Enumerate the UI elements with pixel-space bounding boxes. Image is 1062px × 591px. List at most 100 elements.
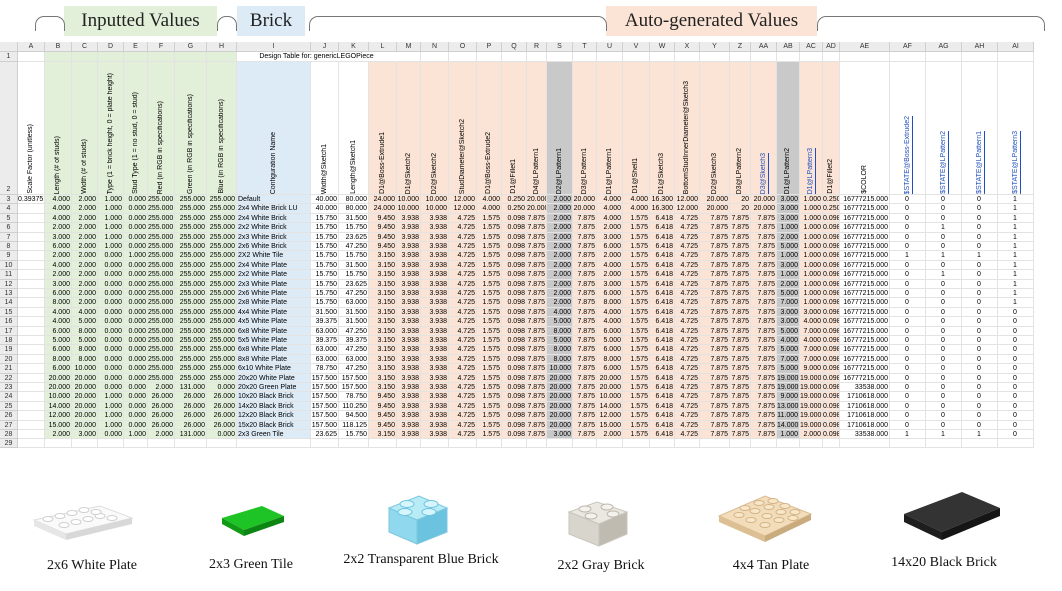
table-cell[interactable]: 0.000 <box>124 364 148 374</box>
table-cell[interactable]: 1.575 <box>477 213 502 224</box>
table-cell[interactable]: 3.938 <box>421 213 449 224</box>
table-cell[interactable]: 7.875 <box>700 289 730 299</box>
column-header-m[interactable]: M <box>397 42 421 52</box>
table-cell[interactable]: 0 <box>890 345 926 355</box>
table-cell[interactable]: 4.725 <box>449 336 477 346</box>
table-cell[interactable]: 8.000 <box>597 354 623 365</box>
table-cell[interactable]: 20.000 <box>72 373 98 383</box>
table-cell[interactable]: 0 <box>962 420 998 430</box>
row-header-20[interactable]: 20 <box>0 354 18 365</box>
table-cell[interactable]: 255.000 <box>207 289 237 299</box>
table-cell[interactable]: 1.000 <box>800 270 823 280</box>
table-cell[interactable]: 1.000 <box>800 289 823 299</box>
table-cell[interactable]: 2.000 <box>72 213 98 224</box>
table-cell[interactable]: 0.098 <box>502 317 527 327</box>
table-cell[interactable]: 16777215.000 <box>840 260 890 271</box>
table-cell[interactable]: 3.938 <box>421 411 449 421</box>
table-cell[interactable]: 0.000 <box>124 411 148 421</box>
table-cell[interactable]: 15.750 <box>311 251 339 261</box>
table-cell[interactable]: 7.875 <box>527 326 547 336</box>
config-name-cell[interactable]: 2x3 Green Tile <box>237 430 311 440</box>
table-cell[interactable]: 255.000 <box>207 213 237 224</box>
table-cell[interactable]: 4.725 <box>675 411 700 421</box>
table-cell[interactable]: 0 <box>962 354 998 365</box>
table-cell[interactable]: 1.000 <box>98 232 124 242</box>
table-cell[interactable]: 1.575 <box>477 326 502 336</box>
table-cell[interactable]: 3.150 <box>369 326 397 336</box>
table-cell[interactable]: 7.875 <box>700 430 730 440</box>
param-header-l[interactable]: D1@Boss-Extrude1 <box>369 62 397 195</box>
table-cell[interactable]: 6.000 <box>45 242 72 252</box>
table-cell[interactable]: 19.000 <box>800 420 823 430</box>
column-header-af[interactable]: AF <box>890 42 926 52</box>
table-cell[interactable]: 10.000 <box>45 392 72 402</box>
cell-r1[interactable] <box>650 52 675 62</box>
table-cell[interactable]: 0.098 <box>823 383 840 393</box>
table-cell[interactable]: 7.875 <box>527 260 547 271</box>
table-cell[interactable]: 4.725 <box>449 279 477 289</box>
table-cell[interactable]: 6.000 <box>45 326 72 336</box>
column-header-a[interactable]: A <box>18 42 45 52</box>
table-cell[interactable]: 5.000 <box>777 242 800 252</box>
column-header-ag[interactable]: AG <box>926 42 962 52</box>
table-cell[interactable]: 1 <box>926 223 962 233</box>
table-cell[interactable]: 0.098 <box>823 430 840 440</box>
cell-r1[interactable] <box>926 52 962 62</box>
table-cell[interactable]: 8.000 <box>72 345 98 355</box>
table-cell[interactable]: 3.938 <box>397 345 421 355</box>
table-cell[interactable]: 7.875 <box>751 411 777 421</box>
cell-r1[interactable] <box>477 52 502 62</box>
table-cell[interactable]: 1 <box>926 251 962 261</box>
table-cell[interactable]: 0 <box>962 195 998 205</box>
table-cell[interactable]: 4.000 <box>623 204 650 214</box>
config-name-cell[interactable]: 20x20 Green Plate <box>237 383 311 393</box>
table-cell[interactable]: 7.875 <box>700 364 730 374</box>
table-cell[interactable]: 7.875 <box>730 298 751 308</box>
table-cell[interactable]: 2.000 <box>72 260 98 271</box>
empty-cell[interactable] <box>573 439 597 449</box>
table-cell[interactable]: 0 <box>926 373 962 383</box>
table-cell[interactable]: 20.000 <box>597 383 623 393</box>
table-cell[interactable]: 4.725 <box>449 307 477 318</box>
table-cell[interactable]: 1.000 <box>800 232 823 242</box>
table-cell[interactable]: 19.000 <box>800 401 823 412</box>
table-cell[interactable]: 7.875 <box>527 383 547 393</box>
table-cell[interactable]: 7.875 <box>527 373 547 383</box>
table-cell[interactable]: 3.150 <box>369 289 397 299</box>
param-header-d[interactable]: Type (1 = brick height, 0 = plate height… <box>98 62 124 195</box>
table-cell[interactable]: 3.000 <box>777 213 800 224</box>
table-cell[interactable]: 1.000 <box>800 213 823 224</box>
table-cell[interactable]: 4.725 <box>449 260 477 271</box>
table-cell[interactable]: 26.000 <box>175 392 207 402</box>
table-cell[interactable]: 7.875 <box>573 242 597 252</box>
table-cell[interactable]: 0.000 <box>98 336 124 346</box>
table-cell[interactable]: 40.000 <box>311 204 339 214</box>
table-cell[interactable]: 7.875 <box>730 392 751 402</box>
table-cell[interactable]: 1.575 <box>477 307 502 318</box>
table-cell[interactable]: 1.575 <box>623 392 650 402</box>
table-cell[interactable]: 7.875 <box>751 251 777 261</box>
table-cell[interactable]: 94.500 <box>339 411 369 421</box>
table-cell[interactable]: 1 <box>998 204 1034 214</box>
table-cell[interactable]: 1 <box>890 430 926 440</box>
table-cell[interactable]: 16777215.000 <box>840 251 890 261</box>
table-cell[interactable]: 0.098 <box>502 373 527 383</box>
table-cell[interactable]: 3.000 <box>45 279 72 289</box>
table-cell[interactable]: 15.750 <box>339 430 369 440</box>
table-cell[interactable]: 5.000 <box>72 336 98 346</box>
table-cell[interactable]: 0 <box>890 326 926 336</box>
column-header-b[interactable]: B <box>45 42 72 52</box>
table-cell[interactable]: 255.000 <box>175 260 207 271</box>
table-cell[interactable]: 255.000 <box>148 373 175 383</box>
config-name-cell[interactable]: 20x20 White Plate <box>237 373 311 383</box>
table-cell[interactable]: 7.875 <box>527 279 547 289</box>
table-cell[interactable]: 20.000 <box>547 401 573 412</box>
table-cell[interactable]: 0.098 <box>823 242 840 252</box>
table-cell[interactable]: 0.000 <box>124 401 148 412</box>
table-cell[interactable]: 6.418 <box>650 213 675 224</box>
table-cell[interactable]: 47.250 <box>339 364 369 374</box>
table-cell[interactable]: 39.375 <box>311 336 339 346</box>
table-cell[interactable]: 0.250 <box>502 195 527 205</box>
table-cell[interactable]: 3.938 <box>397 213 421 224</box>
table-cell[interactable]: 7.875 <box>730 260 751 271</box>
